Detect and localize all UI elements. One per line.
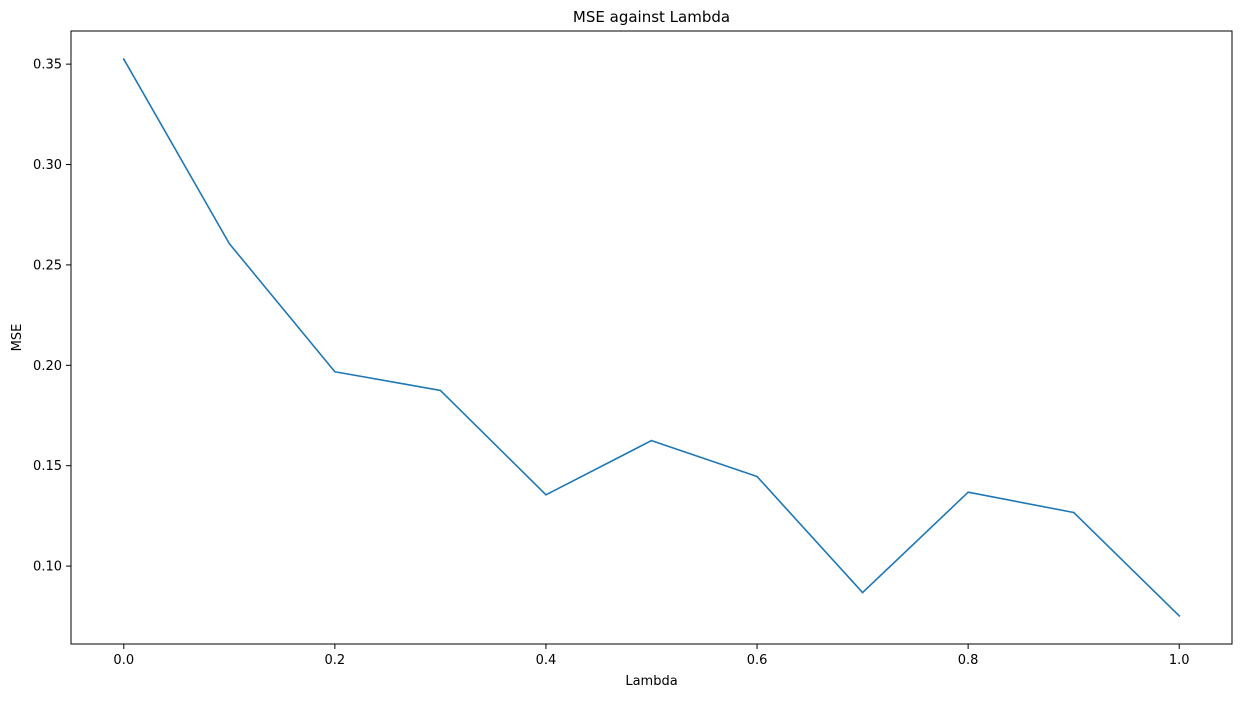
data-point xyxy=(967,491,969,494)
data-point xyxy=(1178,615,1181,617)
data-point xyxy=(545,494,547,496)
x-tick-label: 0.0 xyxy=(113,653,134,668)
series-layer xyxy=(122,58,1181,618)
data-point xyxy=(439,389,442,392)
data-point xyxy=(1072,511,1075,514)
x-axis-label: Lambda xyxy=(625,674,677,689)
x-tick-label: 0.2 xyxy=(325,653,346,668)
plot-frame xyxy=(70,30,1233,645)
x-tick-label: 1.0 xyxy=(1169,653,1190,668)
x-tick-label: 0.6 xyxy=(747,653,768,668)
y-tick-label: 0.35 xyxy=(33,58,62,73)
y-tick-label: 0.25 xyxy=(33,258,62,273)
data-point xyxy=(334,370,336,373)
data-point xyxy=(228,242,231,245)
x-tick-label: 0.4 xyxy=(536,653,557,668)
plot-area xyxy=(71,31,1232,644)
y-tick-label: 0.20 xyxy=(33,359,62,374)
y-axis-label: MSE xyxy=(10,324,25,352)
x-axis-ticks: 0.0 0.2 0.4 0.6 0.8 1.0 xyxy=(113,644,1190,668)
y-tick-label: 0.30 xyxy=(33,158,62,173)
data-point xyxy=(756,475,758,478)
data-point xyxy=(650,439,653,442)
y-tick-label: 0.10 xyxy=(33,560,62,575)
x-tick-label: 0.8 xyxy=(958,653,979,668)
data-point xyxy=(861,591,864,594)
data-point xyxy=(122,58,125,60)
y-tick-label: 0.15 xyxy=(33,459,62,474)
chart-title: MSE against Lambda xyxy=(573,8,730,26)
y-axis-ticks: 0.10 0.15 0.20 0.25 0.30 0.35 xyxy=(33,58,71,575)
